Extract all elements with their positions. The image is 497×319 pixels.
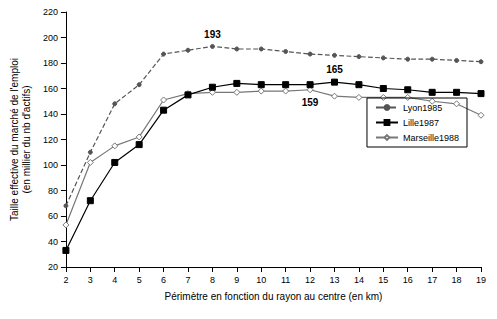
svg-text:160: 160 [43,84,58,94]
svg-text:18: 18 [452,275,462,285]
svg-text:200: 200 [43,33,58,43]
svg-text:180: 180 [43,58,58,68]
svg-text:15: 15 [378,275,388,285]
svg-text:80: 80 [48,186,58,196]
svg-text:Lyon1985: Lyon1985 [403,103,442,113]
svg-text:Marseille1988: Marseille1988 [403,133,459,143]
svg-text:5: 5 [137,275,142,285]
svg-text:2: 2 [63,275,68,285]
svg-text:6: 6 [161,275,166,285]
svg-text:Lille1987: Lille1987 [403,118,439,128]
svg-text:11: 11 [281,275,290,285]
svg-text:165: 165 [326,64,343,75]
svg-text:220: 220 [43,7,58,17]
svg-text:159: 159 [302,97,319,108]
svg-text:16: 16 [403,275,413,285]
svg-text:120: 120 [43,135,58,145]
svg-text:12: 12 [305,275,315,285]
svg-text:100: 100 [43,160,58,170]
svg-text:(en millier du nb d'actifs): (en millier du nb d'actifs) [21,85,32,193]
svg-text:4: 4 [112,275,117,285]
svg-text:Taille effective du marché de: Taille effective du marché de l'emploi [9,58,20,221]
svg-text:7: 7 [185,275,190,285]
svg-text:60: 60 [48,211,58,221]
svg-text:20: 20 [48,262,58,272]
svg-text:19: 19 [476,275,486,285]
svg-text:8: 8 [210,275,215,285]
svg-text:14: 14 [354,275,364,285]
svg-text:3: 3 [88,275,93,285]
svg-text:Périmètre en fonction du rayon: Périmètre en fonction du rayon au centre… [165,291,383,302]
svg-text:140: 140 [43,109,58,119]
svg-text:10: 10 [256,275,266,285]
svg-text:40: 40 [48,237,58,247]
svg-text:9: 9 [234,275,239,285]
svg-text:13: 13 [329,275,339,285]
svg-text:17: 17 [427,275,437,285]
svg-text:193: 193 [204,29,221,40]
